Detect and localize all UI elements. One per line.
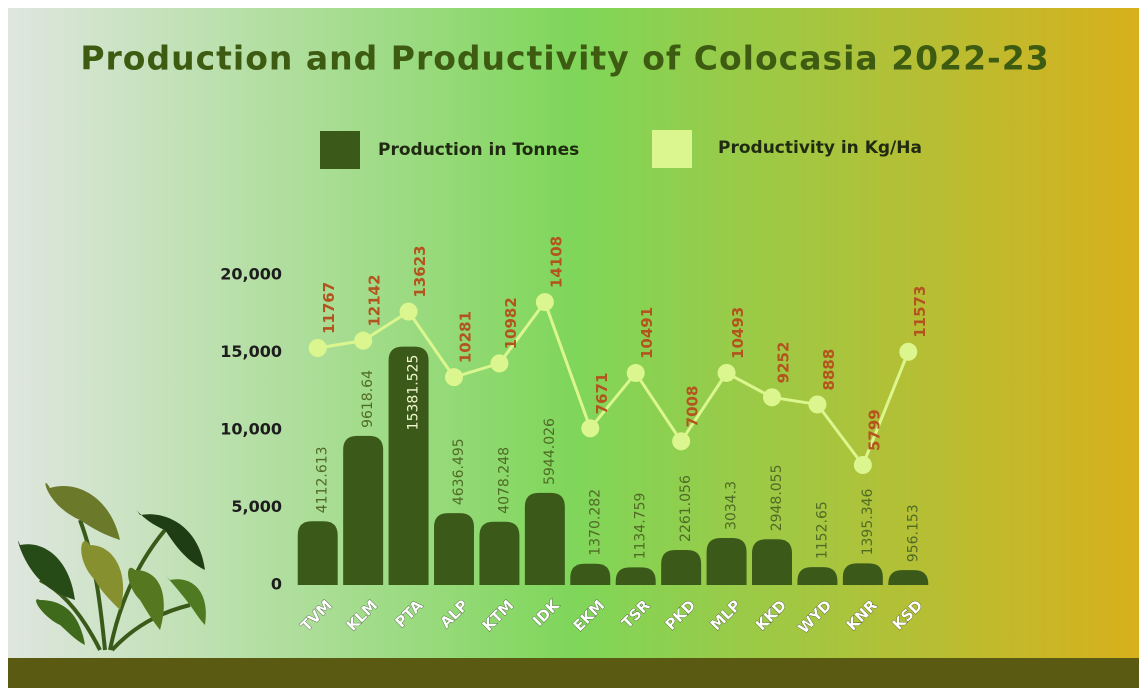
bar-value-label: 3034.3 (724, 481, 740, 530)
bar-value-label: 2261.056 (678, 475, 694, 542)
bar (297, 521, 338, 585)
line-value-label: 8888 (820, 349, 838, 391)
plant-decoration (18, 482, 206, 652)
bar-value-label: 4636.495 (451, 438, 467, 505)
bar-value-label: 4112.613 (315, 446, 331, 513)
line-value-label: 10493 (729, 307, 747, 359)
bar-value-label: 1134.759 (633, 493, 649, 560)
line-point (853, 456, 872, 475)
line-value-label: 10982 (502, 297, 520, 349)
bar-value-label: 4078.248 (496, 447, 512, 514)
bar (797, 567, 838, 585)
line-point (490, 354, 509, 373)
bar-value-label: 956.153 (905, 504, 921, 562)
bar (434, 513, 474, 585)
y-tick-label: 5,000 (231, 497, 282, 516)
y-tick-label: 0 (271, 575, 282, 594)
line-point (717, 363, 736, 382)
bar (570, 563, 611, 585)
bar (388, 346, 429, 585)
bar-value-label: 1152.65 (814, 501, 830, 559)
legend-label: Productivity in Kg/Ha (718, 138, 922, 158)
line-value-label: 9252 (775, 342, 793, 384)
bar-value-label: 15381.525 (406, 355, 422, 431)
bar (615, 567, 656, 585)
line-value-label: 10281 (457, 311, 475, 363)
bar (343, 435, 384, 585)
legend-swatch (320, 131, 360, 169)
line-point (672, 432, 691, 451)
line-point (763, 388, 781, 407)
bar-value-label: 5944.026 (542, 418, 558, 485)
line-point (308, 339, 327, 357)
line-point (808, 395, 827, 414)
line-point (581, 419, 600, 438)
line-value-label: 11573 (911, 286, 929, 338)
line-value-label: 11767 (320, 282, 338, 334)
line-point (354, 331, 373, 350)
bar-value-label: 1395.346 (860, 488, 876, 555)
y-tick-label: 10,000 (220, 420, 282, 439)
bar (752, 539, 792, 585)
line-value-label: 14108 (547, 236, 565, 288)
y-tick-label: 20,000 (220, 265, 282, 284)
y-tick-label: 15,000 (220, 342, 282, 361)
line-value-label: 10491 (638, 307, 656, 359)
line-value-label: 7008 (684, 386, 702, 428)
line-point (445, 368, 463, 387)
line-point (535, 293, 554, 312)
line-point (899, 342, 918, 361)
bar (524, 492, 565, 585)
bar (661, 549, 702, 585)
background (8, 8, 1139, 658)
bar-value-label: 1370.282 (587, 489, 603, 556)
legend-label: Production in Tonnes (378, 140, 579, 160)
bar (842, 563, 883, 585)
line-value-label: 7671 (593, 373, 611, 415)
line-value-label: 12142 (366, 274, 384, 326)
line-point (626, 364, 645, 383)
line-value-label: 13623 (411, 245, 429, 297)
line-value-label: 5799 (865, 409, 883, 451)
chart-title: Production and Productivity of Colocasia… (80, 39, 1049, 78)
legend-swatch (652, 130, 692, 168)
line-point (399, 302, 418, 321)
bar (706, 537, 747, 585)
bar (888, 570, 929, 585)
bar-value-label: 2948.055 (769, 464, 785, 531)
bar-value-label: 9618.64 (360, 370, 376, 428)
bar (479, 521, 520, 585)
footer-band (8, 658, 1139, 688)
